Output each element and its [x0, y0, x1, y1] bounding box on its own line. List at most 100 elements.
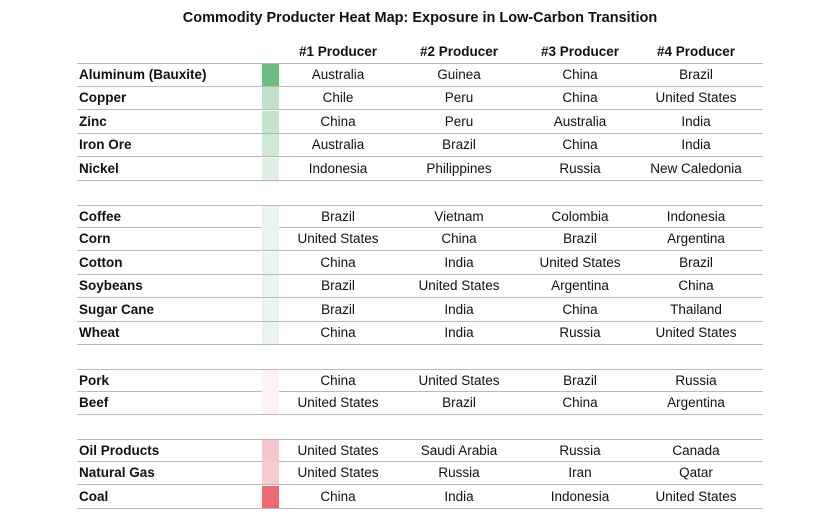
- producer-3-cell: Iran: [568, 465, 592, 481]
- chart-title: Commodity Producter Heat Map: Exposure i…: [182, 10, 658, 26]
- producer-4-cell: Brazil: [679, 254, 713, 270]
- producer-4-cell: New Caledonia: [650, 160, 742, 176]
- column-header-producer-4: #4 Producer: [656, 44, 736, 59]
- table-row: Iron Ore Australia Brazil China India: [77, 134, 763, 158]
- table-row: Pork China United States Brazil Russia: [77, 369, 763, 392]
- producer-3-cell: China: [562, 301, 598, 317]
- heat-swatch: [262, 134, 279, 157]
- producer-2-cell: Guinea: [437, 67, 481, 82]
- producer-2-cell: Philippines: [426, 160, 492, 176]
- producer-1-cell: Brazil: [321, 209, 355, 224]
- column-header-producer-3: #3 Producer: [540, 44, 620, 59]
- producer-4-cell: United States: [655, 90, 737, 106]
- producer-2-cell: China: [441, 231, 477, 247]
- heat-swatch: [262, 370, 279, 392]
- table-row: Nickel Indonesia Philippines Russia New Cale…: [77, 157, 763, 181]
- producer-4-cell: Thailand: [670, 301, 722, 317]
- producer-4-cell: Indonesia: [666, 209, 726, 224]
- producer-1-cell: China: [320, 254, 356, 270]
- producer-1-cell: China: [320, 488, 356, 504]
- producer-3-cell: China: [562, 90, 598, 106]
- heat-swatch: [262, 275, 279, 298]
- producer-1-cell: Chile: [322, 90, 354, 106]
- producer-3-cell: Indonesia: [550, 488, 610, 504]
- table-row: Aluminum (Bauxite) Australia Guinea China Br…: [77, 64, 763, 87]
- producer-2-cell: Saudi Arabia: [420, 443, 498, 458]
- commodity-label: Pork: [79, 373, 110, 388]
- producer-2-cell: Vietnam: [434, 209, 484, 224]
- producer-1-cell: United States: [297, 465, 379, 481]
- heat-swatch: [262, 228, 279, 251]
- table-row: Natural Gas United States Russia Iran Qatar: [77, 462, 763, 486]
- producer-1-cell: United States: [297, 231, 379, 247]
- producer-1-cell: China: [320, 113, 356, 129]
- producer-2-cell: India: [444, 488, 474, 504]
- producer-2-cell: United States: [418, 373, 500, 388]
- commodity-label: Aluminum (Bauxite): [79, 67, 207, 82]
- producer-2-cell: Russia: [438, 465, 480, 481]
- producer-2-cell: United States: [418, 278, 500, 294]
- commodity-label: Zinc: [79, 113, 107, 129]
- producer-2-cell: Peru: [444, 113, 474, 129]
- producer-4-cell: United States: [655, 325, 737, 340]
- commodity-label: Nickel: [79, 160, 119, 176]
- table-row: Sugar Cane Brazil India China Thailand: [77, 298, 763, 322]
- header-rule: [77, 63, 763, 64]
- producer-1-cell: Australia: [311, 67, 365, 82]
- producer-3-cell: Australia: [553, 113, 607, 129]
- producer-3-cell: Russia: [559, 160, 601, 176]
- producer-4-cell: India: [681, 137, 711, 153]
- producer-3-cell: Colombia: [551, 209, 609, 224]
- producer-1-cell: China: [320, 373, 356, 388]
- producer-1-cell: Brazil: [321, 301, 355, 317]
- producer-4-cell: Argentina: [667, 395, 725, 411]
- producer-1-cell: United States: [297, 395, 379, 411]
- commodity-label: Beef: [79, 395, 109, 411]
- table-row: Coal China India Indonesia United States: [77, 485, 763, 509]
- heat-swatch: [262, 251, 279, 274]
- producer-1-cell: United States: [297, 443, 379, 458]
- producer-4-cell: Russia: [675, 373, 717, 388]
- heat-swatch: [262, 485, 279, 508]
- producer-3-cell: Brazil: [563, 373, 597, 388]
- producer-4-cell: Qatar: [679, 465, 713, 481]
- heat-swatch: [262, 64, 279, 86]
- producer-1-cell: Indonesia: [308, 160, 368, 176]
- producer-3-cell: Russia: [559, 325, 601, 340]
- producer-3-cell: Russia: [559, 443, 601, 458]
- producer-1-cell: China: [320, 325, 356, 340]
- producer-4-cell: India: [681, 113, 711, 129]
- heat-swatch: [262, 87, 279, 110]
- commodity-label: Soybeans: [79, 278, 143, 294]
- commodity-label: Wheat: [79, 325, 120, 340]
- commodity-label: Cotton: [79, 254, 123, 270]
- producer-3-cell: China: [562, 395, 598, 411]
- heat-swatch: [262, 110, 279, 133]
- commodity-label: Iron Ore: [79, 137, 132, 153]
- heat-swatch: [262, 462, 279, 485]
- heat-swatch: [262, 392, 279, 415]
- commodity-label: Natural Gas: [79, 465, 155, 481]
- producer-3-cell: United States: [539, 254, 621, 270]
- producer-3-cell: China: [562, 67, 598, 82]
- table-row: Wheat China India Russia United States: [77, 322, 763, 345]
- producer-4-cell: United States: [655, 488, 737, 504]
- producer-3-cell: Argentina: [551, 278, 609, 294]
- commodity-label: Coal: [79, 488, 109, 504]
- table-row: Copper Chile Peru China United States: [77, 87, 763, 111]
- producer-3-cell: China: [562, 137, 598, 153]
- column-header-producer-1: #1 Producer: [298, 44, 378, 59]
- table-row: Cotton China India United States Brazil: [77, 251, 763, 275]
- producer-2-cell: India: [444, 254, 474, 270]
- column-header-producer-2: #2 Producer: [419, 44, 499, 59]
- heat-swatch: [262, 298, 279, 321]
- heat-swatch: [262, 206, 279, 228]
- commodity-label: Corn: [79, 231, 111, 247]
- commodity-label: Coffee: [79, 209, 122, 224]
- heat-swatch: [262, 157, 279, 180]
- commodity-label: Sugar Cane: [79, 301, 155, 317]
- commodity-label: Copper: [79, 90, 127, 106]
- table-row: Zinc China Peru Australia India: [77, 110, 763, 134]
- commodity-label: Oil Products: [79, 443, 160, 458]
- table-row: Soybeans Brazil United States Argentina Chin…: [77, 275, 763, 299]
